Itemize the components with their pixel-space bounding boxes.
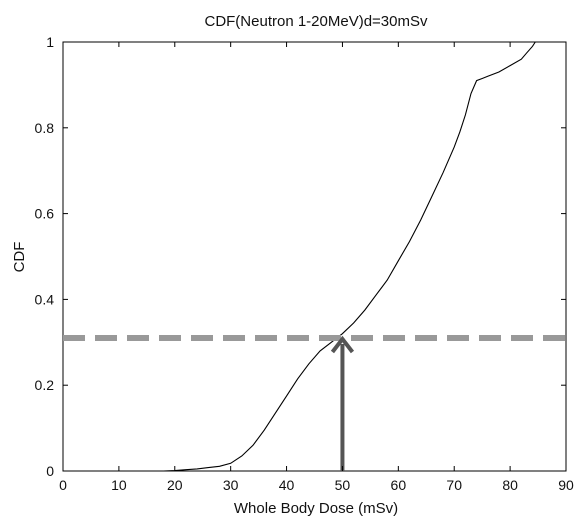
y-tick-label: 1 xyxy=(46,34,54,50)
y-tick-label: 0.2 xyxy=(35,377,55,393)
y-axis: 0 0.2 0.4 0.6 0.8 1 xyxy=(35,34,566,479)
x-tick-label: 40 xyxy=(279,477,295,493)
y-axis-title: CDF xyxy=(11,242,28,273)
y-tick-label: 0.8 xyxy=(35,120,55,136)
x-axis-title: Whole Body Dose (mSv) xyxy=(234,500,398,517)
plot-frame xyxy=(62,41,567,472)
chart-title: CDF(Neutron 1-20MeV)d=30mSv xyxy=(204,13,428,30)
x-tick-label: 0 xyxy=(59,477,67,493)
y-tick-label: 0.4 xyxy=(35,291,55,307)
y-tick-label: 0.6 xyxy=(35,206,55,222)
x-tick-label: 60 xyxy=(391,477,407,493)
cdf-curve xyxy=(146,41,536,472)
plot-area xyxy=(62,41,567,472)
arrow-head-icon xyxy=(330,335,355,354)
x-tick-label: 20 xyxy=(167,477,183,493)
x-tick-label: 10 xyxy=(111,477,127,493)
y-tick-label: 0 xyxy=(46,463,54,479)
x-tick-label: 70 xyxy=(446,477,462,493)
x-tick-label: 90 xyxy=(558,477,574,493)
x-tick-label: 30 xyxy=(223,477,239,493)
x-tick-label: 80 xyxy=(502,477,518,493)
x-tick-label: 50 xyxy=(335,477,351,493)
x-axis: 0 10 20 30 40 50 60 70 80 90 xyxy=(59,42,574,493)
